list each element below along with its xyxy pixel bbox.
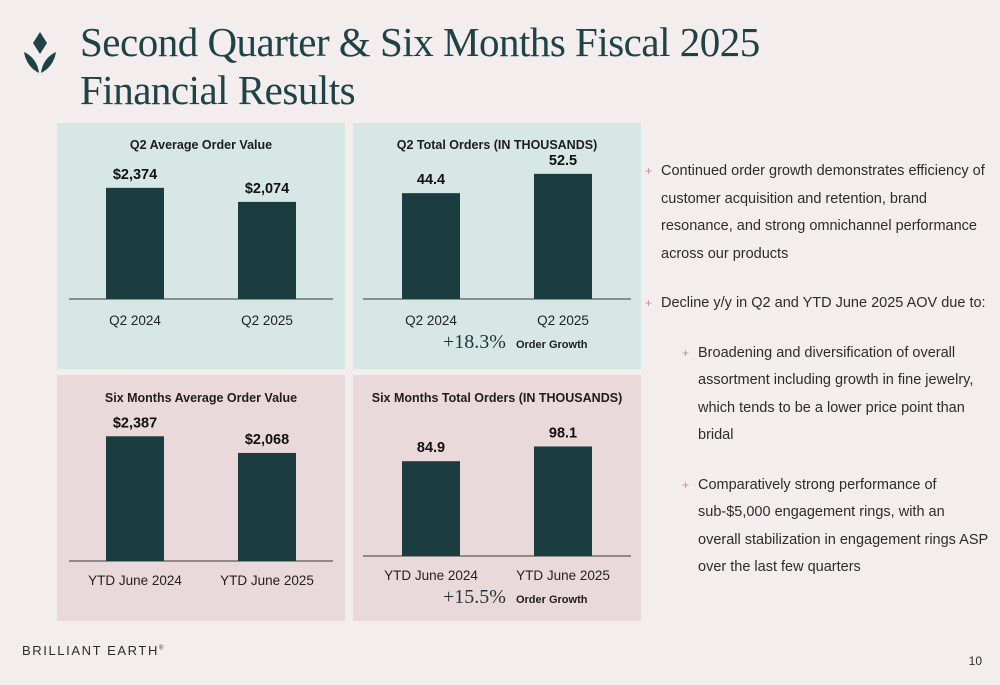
category-label: Q2 2025 bbox=[241, 313, 293, 328]
chart-panel-six-months-orders: Six Months Total Orders (IN THOUSANDS) 8… bbox=[353, 375, 641, 621]
data-label: $2,074 bbox=[245, 181, 289, 197]
bullet-marker: + bbox=[682, 477, 690, 492]
commentary-list: + Continued order growth demonstrates ef… bbox=[645, 158, 990, 604]
diamond-leaf-icon bbox=[24, 32, 56, 73]
bar-0 bbox=[402, 461, 460, 556]
bar-1 bbox=[238, 201, 296, 299]
bullet-text: Decline y/y in Q2 and YTD June 2025 AOV … bbox=[661, 295, 986, 311]
data-label: 52.5 bbox=[549, 153, 577, 169]
bullet-text: Continued order growth demonstrates effi… bbox=[661, 163, 985, 262]
growth-annotation: +15.5% Order Growth bbox=[443, 586, 587, 609]
chart-svg: 44.4 Q2 2024 52.5 Q2 2025 bbox=[363, 153, 631, 328]
growth-value: +18.3% bbox=[443, 331, 506, 353]
category-label: YTD June 2024 bbox=[384, 568, 478, 583]
chart-title: Six Months Total Orders (IN THOUSANDS) bbox=[371, 391, 623, 405]
growth-value: +15.5% bbox=[443, 586, 506, 608]
bullet-marker: + bbox=[645, 164, 653, 178]
bar-0 bbox=[106, 436, 164, 561]
chart-svg: $2,387 YTD June 2024 $2,068 YTD June 2025 bbox=[69, 415, 333, 588]
data-label: 98.1 bbox=[549, 425, 577, 441]
chart-panel-q2-aov: Q2 Average Order Value $2,374 Q2 2024 $2,0… bbox=[57, 123, 345, 369]
bar-1 bbox=[238, 452, 296, 561]
category-label: Q2 2024 bbox=[109, 313, 161, 328]
list-item: + Decline y/y in Q2 and YTD June 2025 AO… bbox=[645, 290, 990, 318]
chart-svg: 84.9 YTD June 2024 98.1 YTD June 2025 bbox=[363, 425, 631, 583]
category-label: Q2 2024 bbox=[405, 313, 457, 328]
page-title: Second Quarter & Six Months Fiscal 2025 … bbox=[80, 18, 760, 114]
bar-0 bbox=[106, 187, 164, 299]
list-item: + Broadening and diversification of over… bbox=[682, 340, 990, 450]
data-label: $2,068 bbox=[245, 432, 289, 448]
page-number: 10 bbox=[968, 654, 982, 668]
chart-svg: $2,374 Q2 2024 $2,074 Q2 2025 bbox=[69, 167, 333, 328]
brand-logo-text: BRILLIANT EARTH® bbox=[22, 643, 165, 658]
title-line-1: Second Quarter & Six Months Fiscal 2025 bbox=[80, 19, 760, 65]
bar-0 bbox=[402, 193, 460, 299]
bullet-marker: + bbox=[682, 345, 690, 360]
category-label: YTD June 2025 bbox=[220, 573, 314, 588]
data-label: $2,387 bbox=[113, 415, 157, 431]
chart-panel-six-months-aov: Six Months Average Order Value $2,387 YTD… bbox=[57, 375, 345, 621]
chart-panel-q2-orders: Q2 Total Orders (IN THOUSANDS) 44.4 Q2 20… bbox=[353, 123, 641, 369]
chart-title: Q2 Total Orders (IN THOUSANDS) bbox=[396, 138, 598, 152]
data-label: 44.4 bbox=[417, 172, 445, 188]
list-item: + Comparatively strong performance of su… bbox=[682, 472, 990, 582]
growth-annotation: +18.3% Order Growth bbox=[443, 331, 587, 354]
category-label: YTD June 2024 bbox=[88, 573, 182, 588]
bar-1 bbox=[534, 173, 592, 299]
category-label: Q2 2025 bbox=[537, 313, 589, 328]
category-label: YTD June 2025 bbox=[516, 568, 610, 583]
growth-label: Order Growth bbox=[515, 594, 588, 606]
data-label: 84.9 bbox=[417, 440, 445, 456]
brand-name: BRILLIANT EARTH bbox=[22, 643, 159, 658]
bullet-marker: + bbox=[645, 296, 653, 310]
chart-title: Six Months Average Order Value bbox=[104, 391, 298, 405]
bullet-text: Broadening and diversification of overal… bbox=[698, 344, 974, 444]
bar-1 bbox=[534, 446, 592, 556]
list-item: + Continued order growth demonstrates ef… bbox=[645, 158, 990, 268]
brand-mark: ® bbox=[158, 645, 165, 652]
title-line-2: Financial Results bbox=[80, 67, 356, 113]
data-label: $2,374 bbox=[113, 167, 157, 183]
chart-title: Q2 Average Order Value bbox=[129, 138, 273, 152]
growth-label: Order Growth bbox=[515, 339, 588, 351]
bullet-text: Comparatively strong performance of sub-… bbox=[698, 476, 988, 576]
